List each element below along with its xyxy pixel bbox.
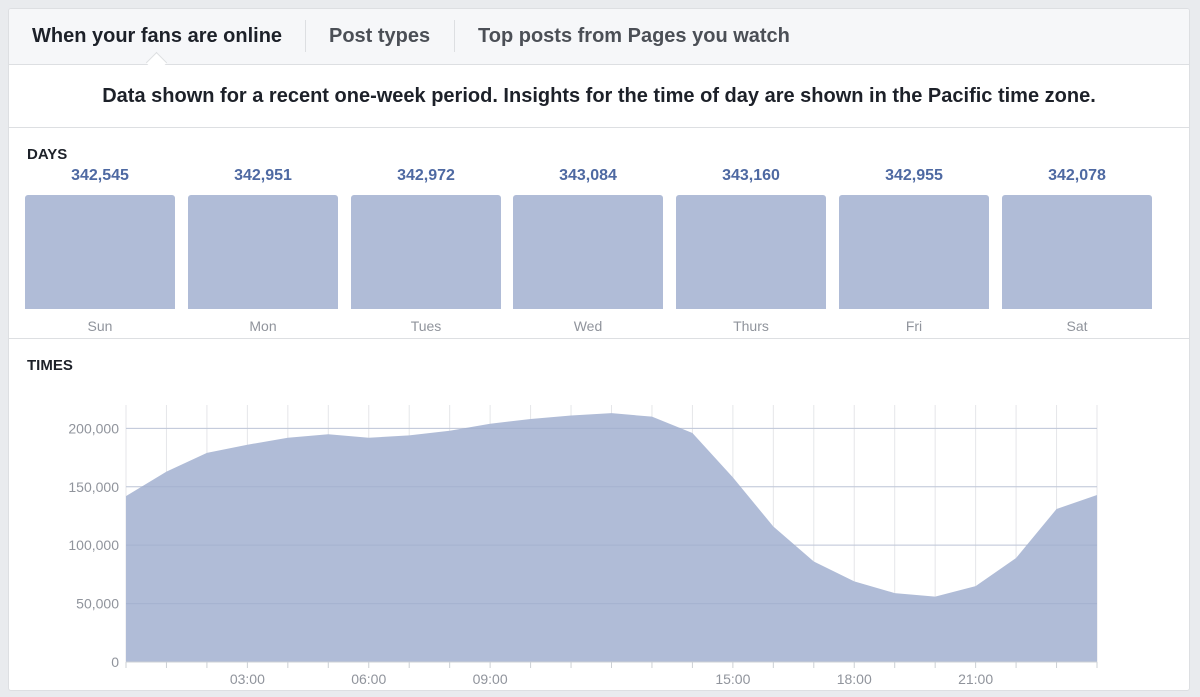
day-value-label: 343,084 [559, 167, 617, 184]
tab-when-fans-online[interactable]: When your fans are online [32, 25, 283, 47]
day-value-label: 342,955 [885, 167, 943, 184]
tab-separator [305, 20, 306, 52]
day-bar[interactable] [1002, 195, 1152, 309]
y-tick-label: 200,000 [68, 420, 119, 436]
day-bar[interactable] [839, 195, 989, 309]
day-column: 342,951 Mon [188, 167, 338, 337]
day-value-label: 343,160 [722, 167, 780, 184]
day-value-label: 342,972 [397, 167, 455, 184]
tab-separator [454, 20, 455, 52]
y-tick-label: 100,000 [68, 537, 119, 553]
day-value-label: 342,078 [1048, 167, 1106, 184]
times-area-series [126, 413, 1097, 662]
x-tick-label: 06:00 [351, 671, 386, 687]
tab-top-posts[interactable]: Top posts from Pages you watch [478, 25, 790, 47]
day-bar[interactable] [188, 195, 338, 309]
x-tick-label: 18:00 [837, 671, 872, 687]
day-value-label: 342,951 [234, 167, 292, 184]
day-bar[interactable] [513, 195, 663, 309]
x-tick-label: 15:00 [715, 671, 750, 687]
timezone-notice: Data shown for a recent one-week period.… [9, 65, 1189, 128]
day-value-label: 342,545 [71, 167, 129, 184]
day-bar[interactable] [676, 195, 826, 309]
times-section-title: TIMES [27, 357, 73, 374]
day-name-label: Sun [87, 318, 113, 334]
y-tick-label: 0 [111, 654, 119, 670]
day-name-label: Mon [249, 318, 277, 334]
tab-bar: When your fans are online Post types Top… [9, 9, 1189, 74]
day-name-label: Wed [573, 318, 603, 334]
y-tick-label: 50,000 [76, 596, 119, 612]
day-bar[interactable] [351, 195, 501, 309]
day-bar[interactable] [25, 195, 175, 309]
day-column: 342,972 Tues [351, 167, 501, 337]
x-tick-label: 03:00 [230, 671, 265, 687]
day-name-label: Sat [1066, 318, 1088, 334]
days-section-title: DAYS [27, 146, 68, 163]
day-column: 343,084 Wed [513, 167, 663, 337]
y-tick-label: 150,000 [68, 479, 119, 495]
day-column: 342,545 Sun [25, 167, 175, 337]
day-column: 343,160 Thurs [676, 167, 826, 337]
day-column: 342,955 Fri [839, 167, 989, 337]
x-tick-label: 21:00 [958, 671, 993, 687]
x-tick-label: 09:00 [473, 671, 508, 687]
day-name-label: Thurs [733, 318, 769, 334]
section-divider [9, 338, 1189, 339]
day-name-label: Fri [905, 318, 923, 334]
day-column: 342,078 Sat [1002, 167, 1152, 337]
tab-post-types[interactable]: Post types [329, 25, 431, 47]
times-area-chart: 0 50,000 100,000 150,000 200,000 03:00 06:00 09… [68, 405, 1098, 687]
day-name-label: Tues [410, 318, 442, 334]
insights-card: When your fans are online Post types Top… [8, 8, 1190, 691]
